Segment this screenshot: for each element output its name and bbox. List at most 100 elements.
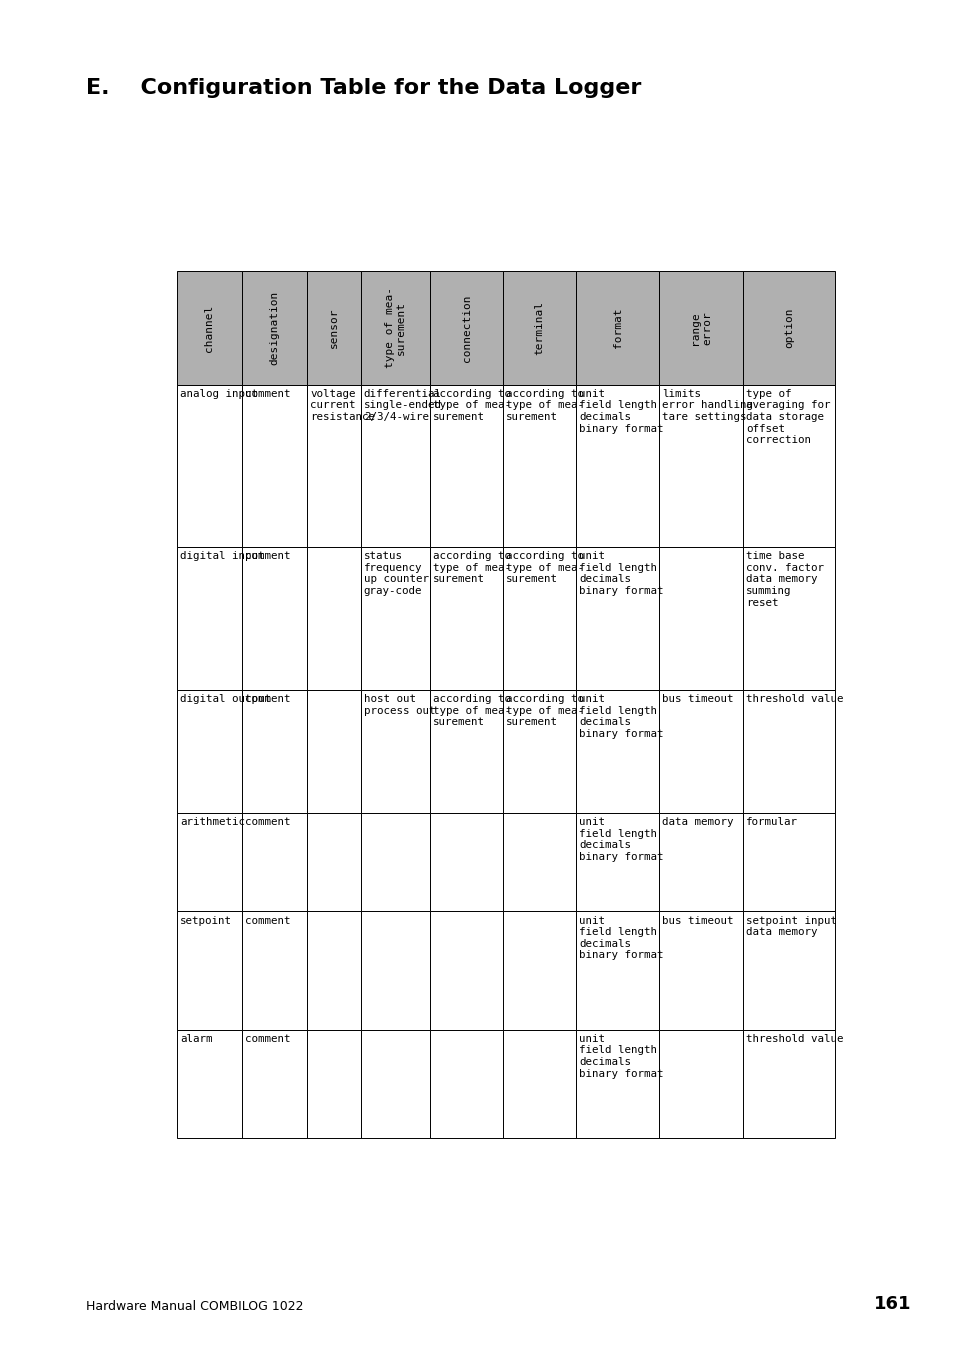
Bar bbox=[659, 1029, 742, 1138]
Text: time base
conv. factor
data memory
summing
reset: time base conv. factor data memory summi… bbox=[745, 551, 823, 608]
Bar bbox=[242, 912, 307, 1029]
Bar bbox=[659, 813, 742, 912]
Bar bbox=[742, 912, 834, 1029]
Bar bbox=[360, 690, 430, 813]
Bar bbox=[742, 547, 834, 690]
Text: bus timeout: bus timeout bbox=[661, 916, 733, 925]
Text: option: option bbox=[783, 308, 793, 349]
Bar bbox=[176, 547, 242, 690]
Bar bbox=[576, 385, 659, 547]
Bar bbox=[659, 385, 742, 547]
Bar bbox=[659, 912, 742, 1029]
Text: analog input: analog input bbox=[180, 389, 257, 399]
Bar bbox=[307, 272, 360, 385]
Text: unit
field length
decimals
binary format: unit field length decimals binary format bbox=[578, 916, 662, 961]
Text: connection: connection bbox=[461, 295, 471, 362]
Text: setpoint: setpoint bbox=[180, 916, 232, 925]
Bar bbox=[502, 813, 576, 912]
Text: Hardware Manual COMBILOG 1022: Hardware Manual COMBILOG 1022 bbox=[86, 1300, 303, 1313]
Bar bbox=[307, 1029, 360, 1138]
Text: according to
type of mea-
surement: according to type of mea- surement bbox=[433, 551, 511, 585]
Bar bbox=[576, 912, 659, 1029]
Text: limits
error handling
tare settings: limits error handling tare settings bbox=[661, 389, 753, 422]
Text: comment: comment bbox=[245, 1034, 290, 1044]
Text: designation: designation bbox=[270, 290, 279, 365]
Bar bbox=[742, 385, 834, 547]
Bar bbox=[176, 385, 242, 547]
Text: according to
type of mea-
surement: according to type of mea- surement bbox=[433, 694, 511, 727]
Text: according to
type of mea-
surement: according to type of mea- surement bbox=[433, 389, 511, 422]
Text: unit
field length
decimals
binary format: unit field length decimals binary format bbox=[578, 694, 662, 739]
Bar bbox=[430, 690, 502, 813]
Bar bbox=[360, 547, 430, 690]
Bar bbox=[659, 547, 742, 690]
Bar bbox=[242, 547, 307, 690]
Text: digital input: digital input bbox=[180, 551, 264, 561]
Text: range
error: range error bbox=[690, 311, 711, 345]
Text: channel: channel bbox=[204, 304, 214, 351]
Text: alarm: alarm bbox=[180, 1034, 213, 1044]
Bar bbox=[659, 272, 742, 385]
Text: data memory: data memory bbox=[661, 817, 733, 827]
Bar bbox=[502, 272, 576, 385]
Bar bbox=[176, 1029, 242, 1138]
Bar bbox=[502, 690, 576, 813]
Text: status
frequency
up counter
gray-code: status frequency up counter gray-code bbox=[363, 551, 429, 596]
Text: threshold value: threshold value bbox=[745, 694, 842, 704]
Text: setpoint input
data memory: setpoint input data memory bbox=[745, 916, 836, 938]
Bar bbox=[360, 813, 430, 912]
Bar bbox=[242, 813, 307, 912]
Bar bbox=[430, 547, 502, 690]
Text: comment: comment bbox=[245, 916, 290, 925]
Bar bbox=[360, 912, 430, 1029]
Bar bbox=[742, 272, 834, 385]
Text: bus timeout: bus timeout bbox=[661, 694, 733, 704]
Text: according to
type of mea-
surement: according to type of mea- surement bbox=[505, 694, 583, 727]
Bar bbox=[502, 385, 576, 547]
Bar bbox=[430, 912, 502, 1029]
Text: voltage
current
resistance: voltage current resistance bbox=[310, 389, 375, 422]
Bar bbox=[502, 1029, 576, 1138]
Text: unit
field length
decimals
binary format: unit field length decimals binary format bbox=[578, 551, 662, 596]
Bar bbox=[360, 1029, 430, 1138]
Bar bbox=[176, 690, 242, 813]
Bar bbox=[307, 547, 360, 690]
Bar bbox=[307, 690, 360, 813]
Text: sensor: sensor bbox=[329, 308, 338, 349]
Text: comment: comment bbox=[245, 694, 290, 704]
Text: format: format bbox=[612, 308, 622, 349]
Text: according to
type of mea-
surement: according to type of mea- surement bbox=[505, 551, 583, 585]
Text: threshold value: threshold value bbox=[745, 1034, 842, 1044]
Bar bbox=[742, 690, 834, 813]
Text: comment: comment bbox=[245, 551, 290, 561]
Bar bbox=[659, 690, 742, 813]
Bar bbox=[430, 385, 502, 547]
Bar bbox=[430, 1029, 502, 1138]
Bar bbox=[502, 547, 576, 690]
Bar bbox=[242, 272, 307, 385]
Bar bbox=[176, 272, 242, 385]
Text: terminal: terminal bbox=[534, 301, 544, 355]
Bar bbox=[176, 912, 242, 1029]
Text: comment: comment bbox=[245, 817, 290, 827]
Bar bbox=[242, 690, 307, 813]
Bar bbox=[576, 547, 659, 690]
Text: unit
field length
decimals
binary format: unit field length decimals binary format bbox=[578, 389, 662, 434]
Bar bbox=[307, 912, 360, 1029]
Bar bbox=[307, 813, 360, 912]
Text: unit
field length
decimals
binary format: unit field length decimals binary format bbox=[578, 817, 662, 862]
Bar bbox=[502, 912, 576, 1029]
Bar bbox=[742, 1029, 834, 1138]
Text: host out
process out: host out process out bbox=[363, 694, 435, 716]
Text: arithmetic: arithmetic bbox=[180, 817, 245, 827]
Text: type of
averaging for
data storage
offset
correction: type of averaging for data storage offse… bbox=[745, 389, 829, 444]
Bar bbox=[176, 813, 242, 912]
Text: formular: formular bbox=[745, 817, 797, 827]
Text: digital output: digital output bbox=[180, 694, 271, 704]
Text: 161: 161 bbox=[873, 1296, 910, 1313]
Text: according to
type of mea-
surement: according to type of mea- surement bbox=[505, 389, 583, 422]
Bar bbox=[576, 690, 659, 813]
Bar bbox=[360, 385, 430, 547]
Bar bbox=[242, 1029, 307, 1138]
Text: E.    Configuration Table for the Data Logger: E. Configuration Table for the Data Logg… bbox=[86, 78, 640, 99]
